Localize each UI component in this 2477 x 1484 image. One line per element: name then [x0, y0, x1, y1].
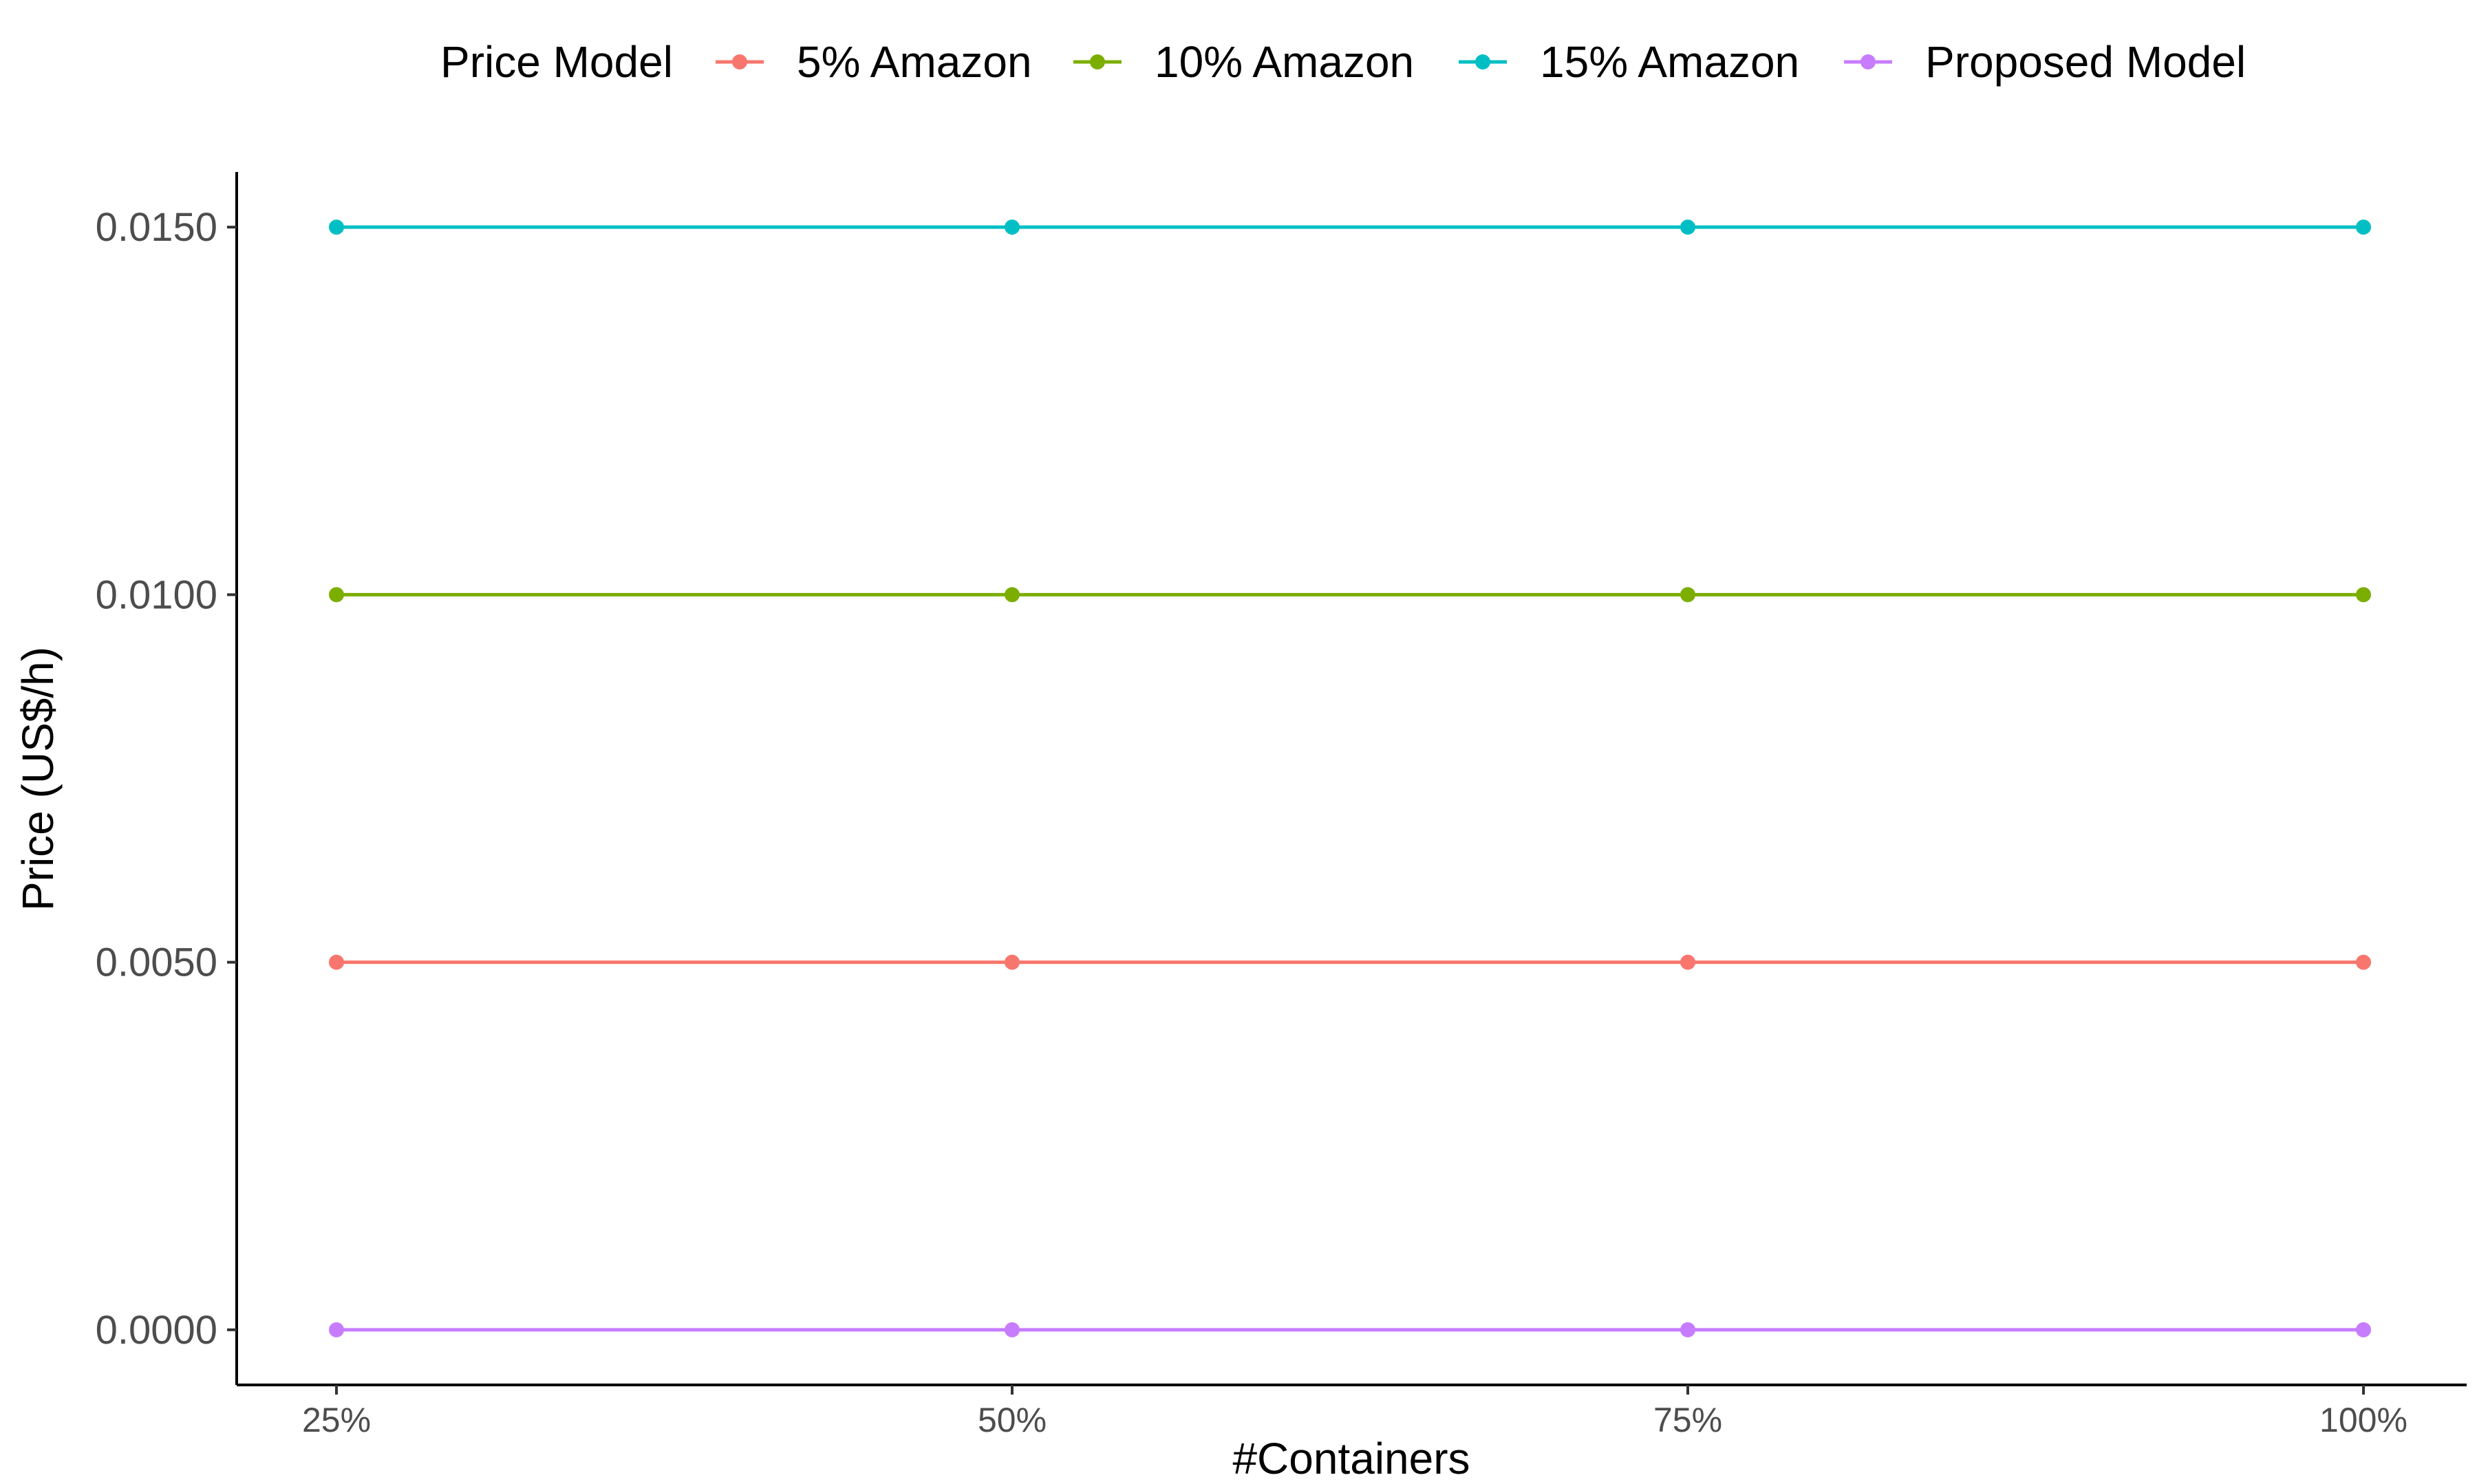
data-point — [329, 1322, 344, 1337]
series-proposed-model — [329, 1322, 2371, 1337]
data-point — [1680, 219, 1695, 235]
data-point — [2356, 954, 2371, 970]
data-point — [1005, 954, 1020, 970]
legend-key-point — [1090, 54, 1105, 69]
legend-key-point — [1861, 54, 1876, 69]
legend-entry: Proposed Model — [1844, 37, 2246, 87]
legend-label: 15% Amazon — [1540, 37, 1799, 87]
data-point — [2356, 587, 2371, 603]
data-point — [329, 954, 344, 970]
data-point — [329, 587, 344, 603]
y-ticks: 0.0000 0.0050 0.0100 0.0150 — [96, 205, 237, 1353]
data-point — [1680, 587, 1695, 603]
y-tick-label: 0.0100 — [96, 572, 217, 617]
legend-title: Price Model — [440, 37, 673, 87]
legend-key-point — [732, 54, 747, 69]
legend-entry: 10% Amazon — [1073, 37, 1414, 87]
x-tick-label: 100% — [2319, 1401, 2408, 1439]
legend-key-point — [1475, 54, 1490, 69]
data-point — [329, 219, 344, 235]
legend: Price Model 5% Amazon 10% Amazon 15% Amazo… — [440, 37, 2246, 87]
x-axis-title: #Containers — [1232, 1434, 1470, 1483]
data-point — [1680, 1322, 1695, 1337]
data-point — [1005, 1322, 1020, 1337]
y-tick-label: 0.0150 — [96, 205, 217, 250]
series-15-amazon — [329, 219, 2371, 235]
x-tick-label: 50% — [978, 1401, 1047, 1439]
legend-label: 10% Amazon — [1155, 37, 1414, 87]
series-5-amazon — [329, 954, 2371, 970]
axes: #Containers Price (US$/h) — [13, 172, 2467, 1483]
x-tick-label: 25% — [302, 1401, 371, 1439]
data-point — [1680, 954, 1695, 970]
data-point — [1005, 219, 1020, 235]
data-point — [2356, 1322, 2371, 1337]
series-10-amazon — [329, 587, 2371, 603]
y-tick-label: 0.0050 — [96, 940, 217, 985]
y-axis-title: Price (US$/h) — [13, 647, 63, 911]
legend-label: 5% Amazon — [797, 37, 1032, 87]
legend-entry: 5% Amazon — [716, 37, 1032, 87]
legend-entry: 15% Amazon — [1459, 37, 1799, 87]
y-tick-label: 0.0000 — [96, 1308, 217, 1353]
legend-label: Proposed Model — [1925, 37, 2246, 87]
x-tick-label: 75% — [1653, 1401, 1722, 1439]
data-point — [2356, 219, 2371, 235]
x-ticks: 25% 50% 75% 100% — [302, 1385, 2408, 1439]
data-point — [1005, 587, 1020, 603]
series-layer — [329, 219, 2371, 1337]
